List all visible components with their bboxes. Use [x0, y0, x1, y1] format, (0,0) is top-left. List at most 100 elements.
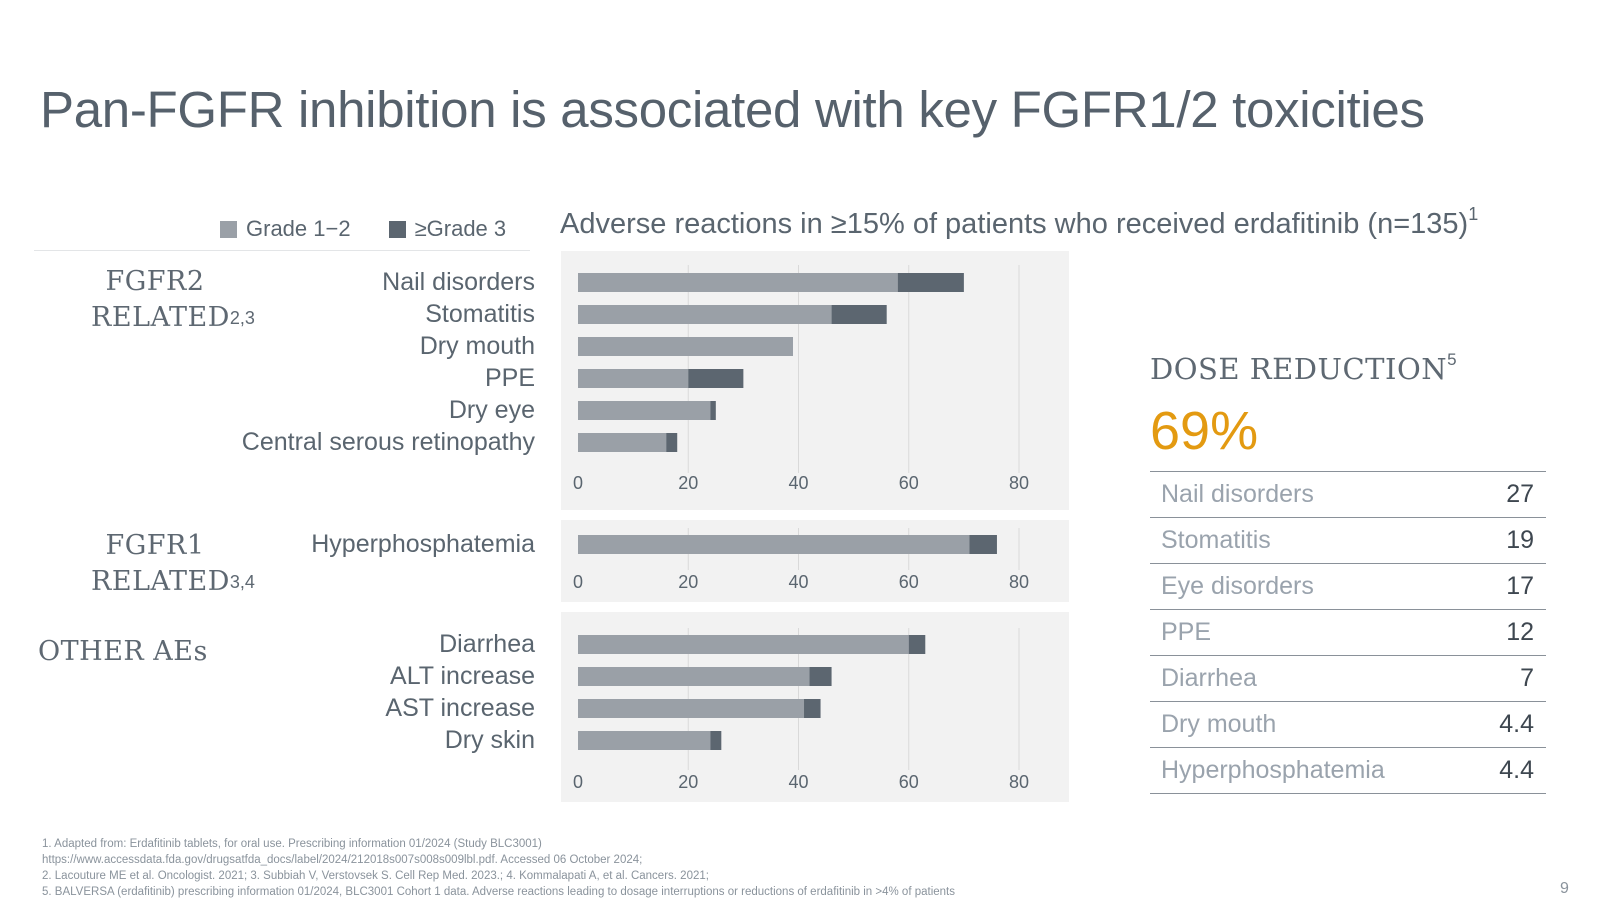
dose-reduction-sup: 5 — [1447, 350, 1458, 369]
tick-label-fgfr1-20: 20 — [678, 572, 698, 592]
category-label-alt-increase: ALT increase — [390, 661, 535, 690]
bar-grade3-diarrhea — [908, 635, 926, 654]
bar-grade12-ppe — [578, 369, 689, 388]
bar-grade3-dry-skin — [710, 731, 722, 750]
legend-item-grade3: ≥Grade 3 — [388, 216, 507, 242]
bar-grade3-stomatitis — [831, 305, 887, 324]
tick-label-fgfr1-60: 60 — [899, 572, 919, 592]
legend-label-grade3: ≥Grade 3 — [414, 216, 507, 241]
category-label-dry-mouth: Dry mouth — [419, 331, 535, 360]
page-number: 9 — [1560, 880, 1569, 897]
chart-legend: Grade 1−2 ≥Grade 3 — [220, 216, 544, 242]
group-label-fgfr1-sup: 3,4 — [229, 572, 255, 592]
category-label-hyperphosphatemia: Hyperphosphatemia — [311, 529, 535, 558]
tick-label-fgfr2-60: 60 — [899, 473, 919, 493]
dose-reduction-table: Nail disorders 27 Stomatitis 19 Eye disorder… — [1150, 471, 1546, 794]
category-label-nail-disorders: Nail disorders — [382, 267, 535, 296]
chart-panel-other: 0 20 40 60 80 — [561, 612, 1069, 802]
tick-label-other-80: 80 — [1009, 772, 1029, 792]
legend-label-grade12: Grade 1−2 — [246, 216, 351, 241]
dose-row-value: 27 — [1506, 480, 1534, 508]
category-label-ppe: PPE — [484, 363, 535, 392]
bar-grade3-ast-increase — [804, 699, 821, 718]
category-label-dry-skin: Dry skin — [444, 725, 535, 754]
dose-row: Eye disorders 17 — [1150, 564, 1546, 610]
group-label-fgfr1-line1: FGFR1 — [105, 530, 205, 561]
bar-grade3-central-serous-retinopathy — [666, 433, 678, 452]
tick-label-fgfr2-0: 0 — [573, 473, 583, 493]
footnote-line: 1. Adapted from: Erdafitinib tablets, fo… — [42, 838, 542, 850]
bar-grade12-nail-disorders — [578, 273, 898, 292]
legend-swatch-grade12 — [220, 220, 237, 238]
group-label-fgfr1-line2-text: RELATED — [91, 566, 230, 597]
dose-row-value: 4.4 — [1499, 756, 1534, 784]
footnote-line: 5. BALVERSA (erdafitinib) prescribing in… — [42, 886, 955, 898]
chart-panel-fgfr2: 0 20 40 60 80 — [561, 251, 1069, 510]
dose-reduction-title: DOSE REDUCTION5 — [1150, 350, 1458, 386]
dose-row-name: PPE — [1161, 618, 1212, 646]
chart-title-sup: 1 — [1468, 204, 1479, 224]
tick-label-fgfr2-80: 80 — [1009, 473, 1029, 493]
chart-svg-other: 0 20 40 60 80 — [573, 628, 1029, 792]
dose-row-value: 4.4 — [1499, 710, 1534, 738]
chart-panel-fgfr1: 0 20 40 60 80 — [561, 520, 1069, 602]
tick-label-other-20: 20 — [678, 772, 698, 792]
dose-row-name: Hyperphosphatemia — [1161, 756, 1385, 784]
bar-grade3-dry-eye — [710, 401, 716, 420]
dose-row-value: 7 — [1520, 664, 1534, 692]
dose-row: PPE 12 — [1150, 610, 1546, 656]
bar-grade3-ppe — [688, 369, 744, 388]
dose-row: Stomatitis 19 — [1150, 518, 1546, 564]
category-label-central-serous-retinopathy: Central serous retinopathy — [241, 427, 535, 456]
group-label-fgfr1: FGFR1 RELATED3,4 — [60, 528, 270, 600]
category-label-diarrhea: Diarrhea — [439, 629, 535, 658]
group-label-fgfr2-line1: FGFR2 — [105, 266, 205, 297]
dose-row: Nail disorders 27 — [1150, 472, 1546, 518]
bar-grade12-dry-mouth — [578, 337, 793, 356]
chart-title: Adverse reactions in ≥15% of patients wh… — [560, 204, 1478, 241]
dose-row-value: 19 — [1506, 526, 1534, 554]
dose-row-name: Dry mouth — [1161, 710, 1277, 738]
tick-label-fgfr2-40: 40 — [788, 473, 808, 493]
bar-grade3-nail-disorders — [897, 273, 964, 292]
dose-row-value: 17 — [1506, 572, 1534, 600]
dose-row-name: Eye disorders — [1161, 572, 1314, 600]
dose-row: Diarrhea 7 — [1150, 656, 1546, 702]
dose-row-name: Diarrhea — [1161, 664, 1257, 692]
tick-label-fgfr1-80: 80 — [1009, 572, 1029, 592]
tick-label-other-60: 60 — [899, 772, 919, 792]
bar-grade12-hyperphosphatemia — [578, 535, 970, 554]
bar-grade12-central-serous-retinopathy — [578, 433, 667, 452]
tick-label-fgfr1-40: 40 — [788, 572, 808, 592]
category-label-ast-increase: AST increase — [385, 693, 535, 722]
bar-grade3-alt-increase — [809, 667, 832, 686]
dose-row-name: Stomatitis — [1161, 526, 1271, 554]
bar-grade12-dry-skin — [578, 731, 711, 750]
group-label-other: OTHER AEs — [38, 634, 208, 670]
group-label-fgfr2: FGFR2 RELATED2,3 — [60, 264, 270, 336]
dose-row: Hyperphosphatemia 4.4 — [1150, 748, 1546, 794]
dose-row-value: 12 — [1506, 618, 1534, 646]
tick-label-other-0: 0 — [573, 772, 583, 792]
legend-divider — [34, 250, 530, 251]
tick-label-fgfr2-20: 20 — [678, 473, 698, 493]
bar-grade3-hyperphosphatemia — [969, 535, 997, 554]
group-label-fgfr2-line2: RELATED2,3 — [76, 300, 270, 336]
footnote-line: https://www.accessdata.fda.gov/drugsatfd… — [42, 854, 643, 866]
chart-svg-fgfr1: 0 20 40 60 80 — [573, 528, 1029, 592]
group-label-fgfr2-line2-text: RELATED — [91, 302, 230, 333]
bar-grade12-alt-increase — [578, 667, 810, 686]
dose-reduction-title-text: DOSE REDUCTION — [1150, 352, 1448, 386]
tick-label-fgfr1-0: 0 — [573, 572, 583, 592]
footnote-line: 2. Lacouture ME et al. Oncologist. 2021;… — [42, 870, 709, 882]
chart-svg-fgfr2: 0 20 40 60 80 — [573, 265, 1029, 493]
bar-grade12-ast-increase — [578, 699, 805, 718]
legend-swatch-grade3 — [388, 220, 406, 238]
footnotes: 1. Adapted from: Erdafitinib tablets, fo… — [42, 836, 955, 900]
dose-row: Dry mouth 4.4 — [1150, 702, 1546, 748]
chart-title-text: Adverse reactions in ≥15% of patients wh… — [560, 208, 1469, 240]
dose-reduction-value: 69% — [1150, 401, 1259, 461]
slide-title: Pan-FGFR inhibition is associated with k… — [40, 81, 1425, 138]
bar-grade12-diarrhea — [578, 635, 909, 654]
group-label-fgfr1-line2: RELATED3,4 — [76, 564, 270, 600]
